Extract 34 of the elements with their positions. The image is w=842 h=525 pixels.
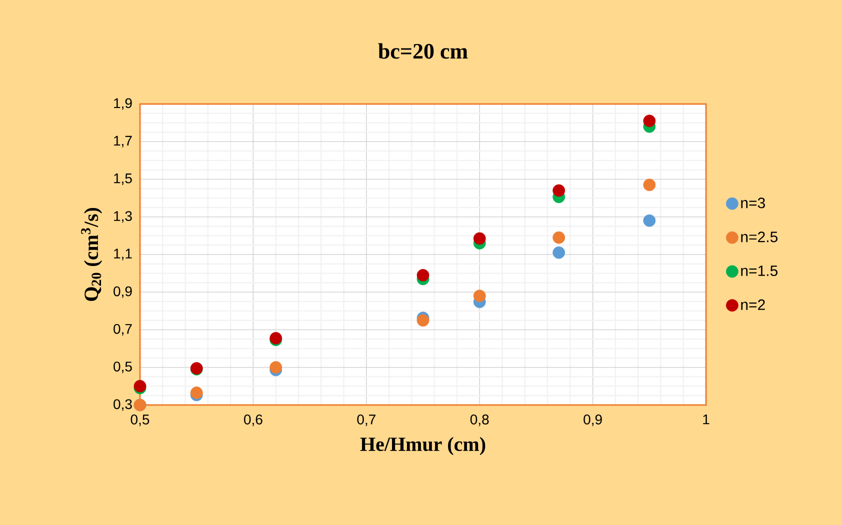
point bbox=[416, 314, 430, 327]
point bbox=[190, 386, 203, 399]
legend-label: n=2.5 bbox=[741, 232, 778, 242]
y-tick-label: 1,3 bbox=[114, 211, 132, 223]
y-tick-label: 1,1 bbox=[114, 248, 132, 260]
point bbox=[270, 361, 282, 374]
y-tick-label: 0,9 bbox=[114, 286, 132, 298]
y-tick-label: 0,5 bbox=[114, 362, 132, 374]
point bbox=[552, 184, 566, 197]
y-tick-label: 0,3 bbox=[114, 399, 132, 411]
legend-label: n=3 bbox=[741, 198, 765, 208]
x-axis-title: He/Hmur (cm) bbox=[360, 436, 486, 456]
y-axis-title: Q$_{20}$ (cm$^{3}$/s) bbox=[81, 208, 102, 301]
y-tick-label: 1,5 bbox=[114, 174, 132, 185]
point bbox=[473, 290, 486, 302]
y-tick-label: 0,7 bbox=[114, 324, 132, 336]
y-tick-label: 1,9 bbox=[114, 98, 132, 110]
point bbox=[643, 178, 656, 192]
legend-label: n=2 bbox=[741, 299, 765, 310]
point bbox=[416, 268, 430, 282]
x-tick-label: 0,7 bbox=[357, 414, 376, 426]
x-tick-label: 1 bbox=[703, 414, 710, 424]
point bbox=[473, 232, 486, 245]
x-tick-label: 0,6 bbox=[244, 414, 262, 426]
point bbox=[643, 214, 656, 227]
x-tick-label: 0,9 bbox=[584, 414, 602, 426]
chart-title: bc=20 cm bbox=[378, 43, 468, 59]
y-tick-label: 1,7 bbox=[114, 136, 132, 148]
point bbox=[552, 246, 566, 259]
x-tick-label: 0,5 bbox=[130, 414, 150, 426]
point bbox=[643, 114, 656, 128]
point bbox=[552, 231, 566, 244]
x-tick-label: 0,8 bbox=[470, 414, 489, 426]
legend-label: n=1.5 bbox=[741, 266, 778, 276]
